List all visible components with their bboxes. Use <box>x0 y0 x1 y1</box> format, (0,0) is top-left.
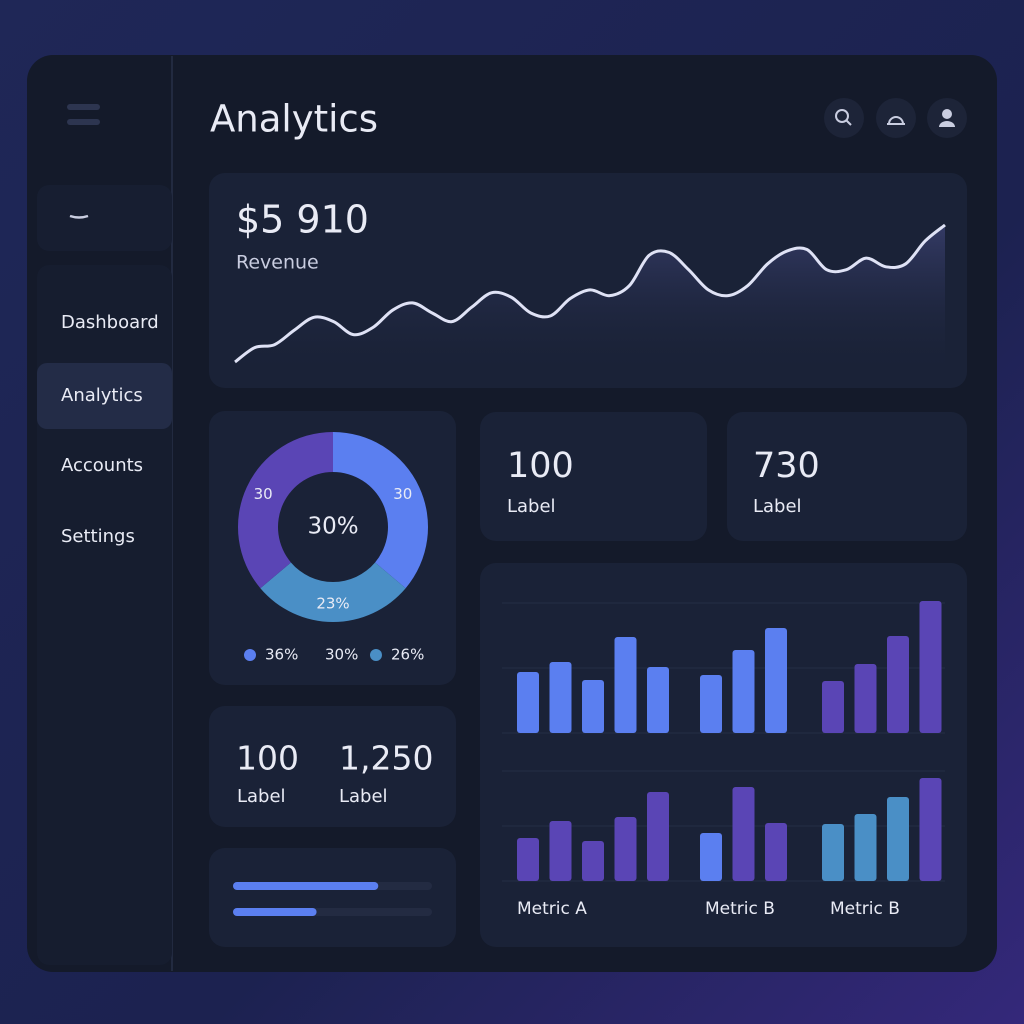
bar <box>582 680 604 733</box>
menu-icon[interactable] <box>67 104 100 125</box>
revenue-label: Revenue <box>236 252 319 274</box>
bar <box>549 662 572 733</box>
group-label: Metric A <box>517 899 587 919</box>
stat-card <box>209 706 456 827</box>
legend-dot <box>370 649 382 661</box>
bar <box>854 814 877 881</box>
legend-dot <box>244 649 256 661</box>
nav-item[interactable]: Accounts <box>61 455 143 476</box>
legend-label: 26% <box>391 646 424 664</box>
stat-value: 1,250 <box>339 739 433 778</box>
stat-value: 730 <box>753 446 820 486</box>
sidebar-nav <box>37 265 172 965</box>
stat-label: Label <box>339 786 388 807</box>
line-area <box>235 225 945 375</box>
bar <box>919 778 942 881</box>
segment-label: 30 <box>393 485 412 503</box>
bar <box>700 675 722 733</box>
progress-card <box>209 848 456 947</box>
bar <box>517 672 539 733</box>
bar <box>765 823 787 881</box>
search-button[interactable] <box>824 98 864 138</box>
stat-value: 100 <box>236 739 299 778</box>
group-label: Metric B <box>705 899 775 919</box>
bar <box>887 797 909 881</box>
bar <box>765 628 787 733</box>
progress-bar <box>233 908 317 916</box>
donut-segment <box>237 432 333 589</box>
bar <box>732 650 755 733</box>
sidebar-widget[interactable] <box>37 185 172 251</box>
bar <box>887 636 909 733</box>
legend-label: 36% <box>265 646 298 664</box>
line <box>234 223 946 364</box>
bar <box>732 787 755 881</box>
profile-button[interactable] <box>927 98 967 138</box>
bar <box>549 821 572 881</box>
center-label: 30% <box>307 514 358 540</box>
stat-label: Label <box>507 496 556 517</box>
menu-bar <box>67 119 100 125</box>
group-label: Metric B <box>830 899 900 919</box>
legend-label: 30% <box>325 646 358 664</box>
segment-label: 23% <box>316 595 349 613</box>
segment-label: 30 <box>254 485 273 503</box>
bar <box>647 667 669 733</box>
stat-value: 100 <box>507 446 574 486</box>
bar <box>822 681 844 733</box>
bar <box>822 824 844 881</box>
stat-label: Label <box>237 786 286 807</box>
stat-card <box>727 412 967 541</box>
bar <box>614 637 637 733</box>
bar <box>919 601 942 733</box>
revenue-value: $5 910 <box>236 198 369 242</box>
stat-card <box>480 412 707 541</box>
bar <box>517 838 539 881</box>
notifications-button[interactable] <box>876 98 916 138</box>
bar <box>700 833 722 881</box>
progress-bar <box>233 882 379 890</box>
bar-chart-card <box>480 563 967 947</box>
page-title: Analytics <box>210 98 378 141</box>
widget-icon <box>69 214 89 219</box>
bar <box>614 817 637 881</box>
donut-segment <box>260 562 406 623</box>
nav-item[interactable]: Dashboard <box>61 312 159 333</box>
nav-active <box>37 363 172 429</box>
stat-label: Label <box>753 496 802 517</box>
nav-item[interactable]: Settings <box>61 526 135 547</box>
bar <box>582 841 604 881</box>
nav-item[interactable]: Analytics <box>61 385 143 406</box>
bar <box>647 792 669 881</box>
donut-segment <box>333 432 429 589</box>
menu-bar <box>67 104 100 110</box>
bar <box>854 664 877 733</box>
